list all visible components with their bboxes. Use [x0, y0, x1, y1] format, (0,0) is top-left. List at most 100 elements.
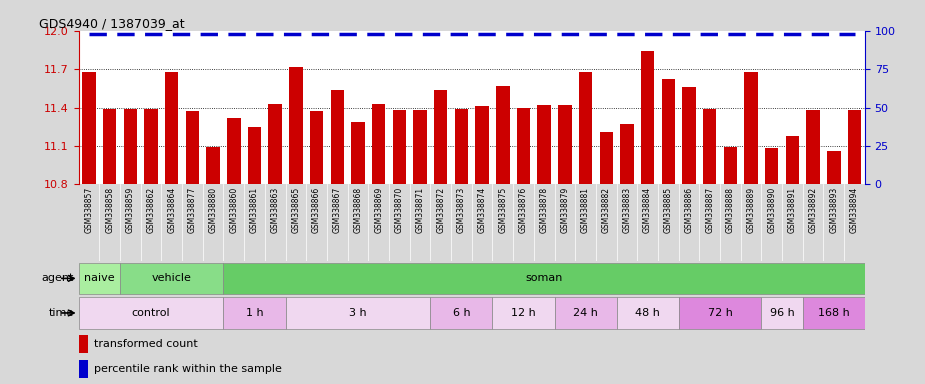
- Bar: [79, 360, 88, 378]
- Text: GSM338883: GSM338883: [623, 187, 632, 233]
- Text: naive: naive: [84, 273, 115, 283]
- Text: GSM338861: GSM338861: [250, 187, 259, 233]
- Bar: [352, 122, 364, 184]
- Bar: [620, 124, 634, 184]
- Bar: [513, 184, 534, 261]
- Text: GSM338885: GSM338885: [664, 187, 672, 233]
- Bar: [186, 111, 199, 184]
- Bar: [144, 109, 158, 184]
- Bar: [203, 184, 224, 261]
- Text: GSM338887: GSM338887: [705, 187, 714, 233]
- Bar: [455, 109, 468, 184]
- Bar: [637, 184, 658, 261]
- Bar: [823, 184, 845, 261]
- Bar: [372, 104, 386, 184]
- Bar: [124, 109, 137, 184]
- Text: soman: soman: [525, 273, 562, 283]
- Bar: [286, 297, 430, 328]
- Bar: [413, 110, 426, 184]
- Bar: [244, 184, 265, 261]
- Bar: [327, 184, 348, 261]
- Text: GSM338878: GSM338878: [539, 187, 549, 233]
- Text: GSM338875: GSM338875: [499, 187, 507, 233]
- Bar: [845, 184, 865, 261]
- Bar: [79, 184, 99, 261]
- Text: GSM338882: GSM338882: [602, 187, 611, 233]
- Bar: [224, 184, 244, 261]
- Bar: [392, 110, 406, 184]
- Text: time: time: [49, 308, 74, 318]
- Bar: [661, 79, 675, 184]
- Text: GSM338871: GSM338871: [415, 187, 425, 233]
- Bar: [434, 89, 448, 184]
- Text: GSM338858: GSM338858: [105, 187, 114, 233]
- Text: GSM338884: GSM338884: [643, 187, 652, 233]
- Bar: [79, 297, 224, 328]
- Bar: [165, 72, 179, 184]
- Text: percentile rank within the sample: percentile rank within the sample: [94, 364, 282, 374]
- Bar: [120, 263, 224, 294]
- Bar: [248, 127, 261, 184]
- Bar: [617, 297, 679, 328]
- Bar: [103, 109, 117, 184]
- Text: GSM338877: GSM338877: [188, 187, 197, 233]
- Bar: [827, 151, 841, 184]
- Bar: [206, 147, 220, 184]
- Bar: [182, 184, 203, 261]
- Text: vehicle: vehicle: [152, 273, 191, 283]
- Text: GSM338890: GSM338890: [767, 187, 776, 233]
- Bar: [224, 263, 865, 294]
- Bar: [807, 110, 820, 184]
- Bar: [658, 184, 679, 261]
- Text: GSM338888: GSM338888: [726, 187, 734, 233]
- Text: 168 h: 168 h: [818, 308, 850, 318]
- Text: 24 h: 24 h: [574, 308, 598, 318]
- Bar: [451, 184, 472, 261]
- Bar: [410, 184, 430, 261]
- Bar: [141, 184, 161, 261]
- Bar: [699, 184, 720, 261]
- Text: GSM338876: GSM338876: [519, 187, 528, 233]
- Text: control: control: [131, 308, 170, 318]
- Bar: [641, 51, 654, 184]
- Bar: [679, 184, 699, 261]
- Bar: [120, 184, 141, 261]
- Bar: [745, 72, 758, 184]
- Bar: [348, 184, 368, 261]
- Bar: [496, 86, 510, 184]
- Bar: [617, 184, 637, 261]
- Bar: [848, 110, 861, 184]
- Bar: [224, 297, 286, 328]
- Bar: [785, 136, 799, 184]
- Text: 6 h: 6 h: [452, 308, 470, 318]
- Bar: [492, 184, 513, 261]
- Bar: [741, 184, 761, 261]
- Text: GSM338866: GSM338866: [312, 187, 321, 233]
- Bar: [579, 72, 592, 184]
- Bar: [475, 106, 488, 184]
- Text: GSM338862: GSM338862: [146, 187, 155, 233]
- Bar: [161, 184, 182, 261]
- Bar: [723, 147, 737, 184]
- Text: GSM338870: GSM338870: [395, 187, 404, 233]
- Bar: [761, 297, 803, 328]
- Text: GSM338857: GSM338857: [84, 187, 93, 233]
- Text: 96 h: 96 h: [770, 308, 795, 318]
- Text: GSM338879: GSM338879: [561, 187, 570, 233]
- Bar: [227, 118, 240, 184]
- Text: GDS4940 / 1387039_at: GDS4940 / 1387039_at: [39, 17, 185, 30]
- Bar: [389, 184, 410, 261]
- Bar: [79, 263, 120, 294]
- Text: GSM338881: GSM338881: [581, 187, 590, 233]
- Bar: [265, 184, 286, 261]
- Text: agent: agent: [42, 273, 74, 283]
- Text: 48 h: 48 h: [635, 308, 660, 318]
- Text: GSM338889: GSM338889: [746, 187, 756, 233]
- Text: GSM338873: GSM338873: [457, 187, 466, 233]
- Text: 1 h: 1 h: [246, 308, 264, 318]
- Text: GSM338886: GSM338886: [684, 187, 694, 233]
- Bar: [803, 184, 823, 261]
- Bar: [430, 297, 492, 328]
- Bar: [82, 72, 95, 184]
- Bar: [703, 109, 717, 184]
